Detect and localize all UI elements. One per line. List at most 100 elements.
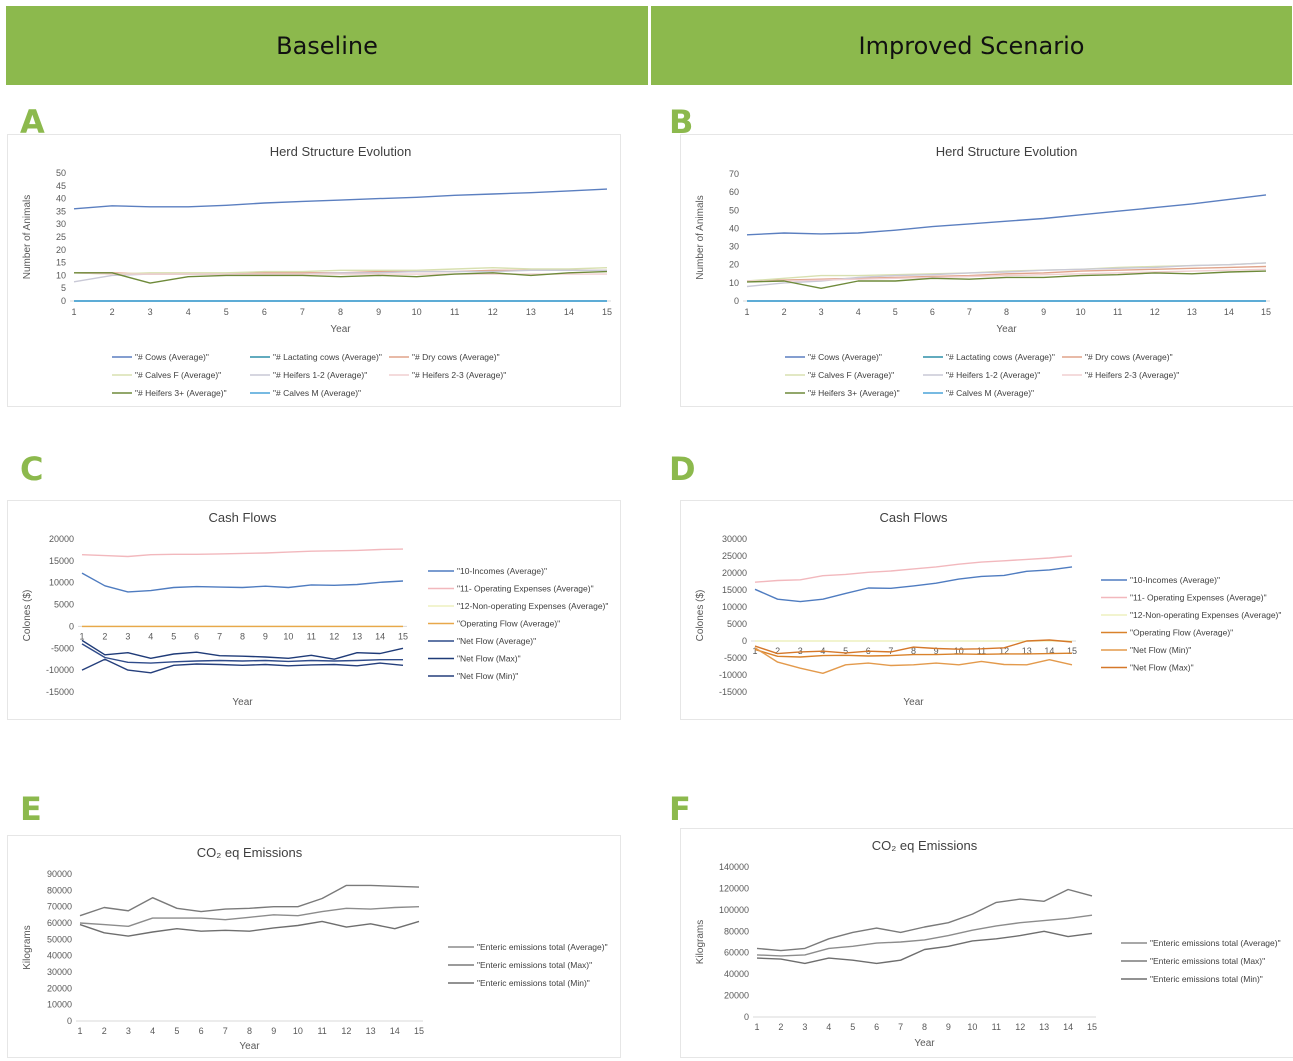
- y-tick-label: -15000: [719, 687, 747, 697]
- x-tick-label: 10: [1076, 307, 1086, 317]
- y-axis-title: Colones ($): [695, 590, 706, 642]
- y-tick-label: 80000: [724, 926, 749, 936]
- x-tick-label: 1: [754, 1022, 759, 1032]
- legend-entry: "11- Operating Expenses (Average)": [457, 584, 594, 594]
- x-tick-label: 1: [79, 631, 84, 641]
- chart-title: Cash Flows: [209, 510, 277, 525]
- chart-title: Cash Flows: [880, 510, 948, 525]
- x-tick-label: 4: [826, 1022, 831, 1032]
- x-tick-label: 12: [1015, 1022, 1025, 1032]
- x-tick-label: 5: [224, 307, 229, 317]
- x-tick-label: 2: [102, 631, 107, 641]
- legend-entry: "Net Flow (Average)": [457, 636, 536, 646]
- legend-entry: "# Calves F (Average)": [808, 370, 894, 380]
- y-axis-title: Number of Animals: [22, 195, 33, 279]
- chart-panel-e: CO₂ eq Emissions 0 10000 20000 30000 40000 500…: [7, 835, 621, 1058]
- series-line-6: [81, 658, 404, 674]
- x-tick-label: 12: [999, 646, 1009, 656]
- x-tick-label: 15: [602, 307, 612, 317]
- x-tick-label: 13: [526, 307, 536, 317]
- y-tick-label: -15000: [46, 687, 74, 697]
- y-tick-label: -5000: [724, 653, 747, 663]
- legend-entry: "# Lactating cows (Average)": [273, 352, 382, 362]
- x-tick-label: 8: [247, 1026, 252, 1036]
- y-tick-label: 30: [56, 219, 66, 229]
- legend-entry: "# Dry cows (Average)": [1085, 352, 1173, 362]
- x-tick-label: 9: [271, 1026, 276, 1036]
- y-tick-label: 80000: [47, 885, 72, 895]
- legend-entry: "Net Flow (Max)": [1130, 663, 1194, 673]
- y-tick-label: 30: [729, 242, 739, 252]
- chart-panel-f: CO₂ eq Emissions 0 20000 40000 60000 80000 100…: [680, 828, 1293, 1058]
- y-tick-label: 10000: [722, 602, 747, 612]
- x-tick-label: 6: [874, 1022, 879, 1032]
- x-tick-label: 8: [922, 1022, 927, 1032]
- chart-panel-c: Cash Flows -15000 -10000 -5000 0 5000 10000 150…: [7, 500, 621, 720]
- series-line-2: [79, 920, 420, 937]
- x-tick-label: 12: [329, 631, 339, 641]
- herd-structure-chart-improved: Herd Structure Evolution 0 10 20 30 40 50 60 70 1…: [695, 144, 1271, 398]
- legend-entry: "Enteric emissions total (Average)": [1150, 938, 1281, 948]
- x-tick-label: 11: [317, 1026, 326, 1036]
- x-axis-title: Year: [239, 1041, 260, 1052]
- y-tick-label: 0: [744, 1012, 749, 1022]
- x-tick-label: 5: [171, 631, 176, 641]
- x-axis-title: Year: [903, 697, 924, 708]
- x-tick-label: 9: [946, 1022, 951, 1032]
- baseline-header: Baseline: [6, 6, 648, 85]
- x-tick-label: 4: [150, 1026, 155, 1036]
- y-tick-label: 10: [729, 278, 739, 288]
- legend-entry: "# Lactating cows (Average)": [946, 352, 1055, 362]
- x-tick-label: 5: [174, 1026, 179, 1036]
- series-line-5: [81, 639, 404, 660]
- x-tick-label: 7: [300, 307, 305, 317]
- x-tick-label: 8: [240, 631, 245, 641]
- legend-entry: "# Calves M (Average)": [273, 388, 361, 398]
- series-line-1: [79, 884, 420, 917]
- y-tick-label: 30000: [47, 967, 72, 977]
- x-tick-label: 15: [398, 631, 408, 641]
- co2-emissions-chart-improved: CO₂ eq Emissions 0 20000 40000 60000 80000 100…: [695, 838, 1281, 1049]
- improved-scenario-header-label: Improved Scenario: [858, 31, 1085, 60]
- x-tick-label: 7: [223, 1026, 228, 1036]
- legend-entry: "# Heifers 1-2 (Average)": [946, 370, 1040, 380]
- y-tick-label: 5: [61, 283, 66, 293]
- x-tick-label: 1: [752, 646, 757, 656]
- co2-emissions-chart-baseline: CO₂ eq Emissions 0 10000 20000 30000 40000 500…: [22, 845, 608, 1052]
- x-tick-label: 5: [893, 307, 898, 317]
- y-tick-label: 70: [729, 169, 739, 179]
- x-axis-title: Year: [996, 324, 1017, 335]
- x-tick-label: 8: [911, 646, 916, 656]
- x-tick-label: 9: [1041, 307, 1046, 317]
- legend-entry: "# Heifers 3+ (Average)": [808, 388, 900, 398]
- x-tick-label: 1: [744, 307, 749, 317]
- y-tick-label: 20000: [722, 568, 747, 578]
- x-tick-label: 13: [1187, 307, 1197, 317]
- series-line-6: [74, 270, 608, 284]
- y-tick-label: 20: [729, 260, 739, 270]
- chart-panel-b: Herd Structure Evolution 0 10 20 30 40 50 60 70 1…: [680, 134, 1293, 407]
- x-axis-title: Year: [914, 1038, 935, 1049]
- x-tick-label: 11: [307, 631, 316, 641]
- x-tick-label: 10: [283, 631, 293, 641]
- y-tick-label: 60: [729, 187, 739, 197]
- x-tick-label: 4: [148, 631, 153, 641]
- y-axis-title: Kilograms: [695, 920, 706, 964]
- chart-title: Herd Structure Evolution: [936, 144, 1078, 159]
- x-tick-label: 5: [843, 646, 848, 656]
- chart-title: CO₂ eq Emissions: [872, 838, 978, 853]
- herd-structure-chart-baseline: Herd Structure Evolution0510152025303540…: [22, 144, 612, 398]
- legend-entry: "10-Incomes (Average)": [1130, 575, 1220, 585]
- legend-entry: "# Heifers 2-3 (Average)": [1085, 370, 1179, 380]
- x-tick-label: 7: [888, 646, 893, 656]
- baseline-header-label: Baseline: [276, 31, 378, 60]
- y-tick-label: 20000: [49, 534, 74, 544]
- x-tick-label: 14: [1224, 307, 1234, 317]
- x-tick-label: 6: [262, 307, 267, 317]
- series-line-2: [756, 930, 1093, 965]
- x-tick-label: 11: [992, 1022, 1001, 1032]
- x-tick-label: 3: [125, 631, 130, 641]
- y-tick-label: 50000: [47, 934, 72, 944]
- x-tick-label: 2: [782, 307, 787, 317]
- y-axis-title: Kilograms: [22, 925, 33, 969]
